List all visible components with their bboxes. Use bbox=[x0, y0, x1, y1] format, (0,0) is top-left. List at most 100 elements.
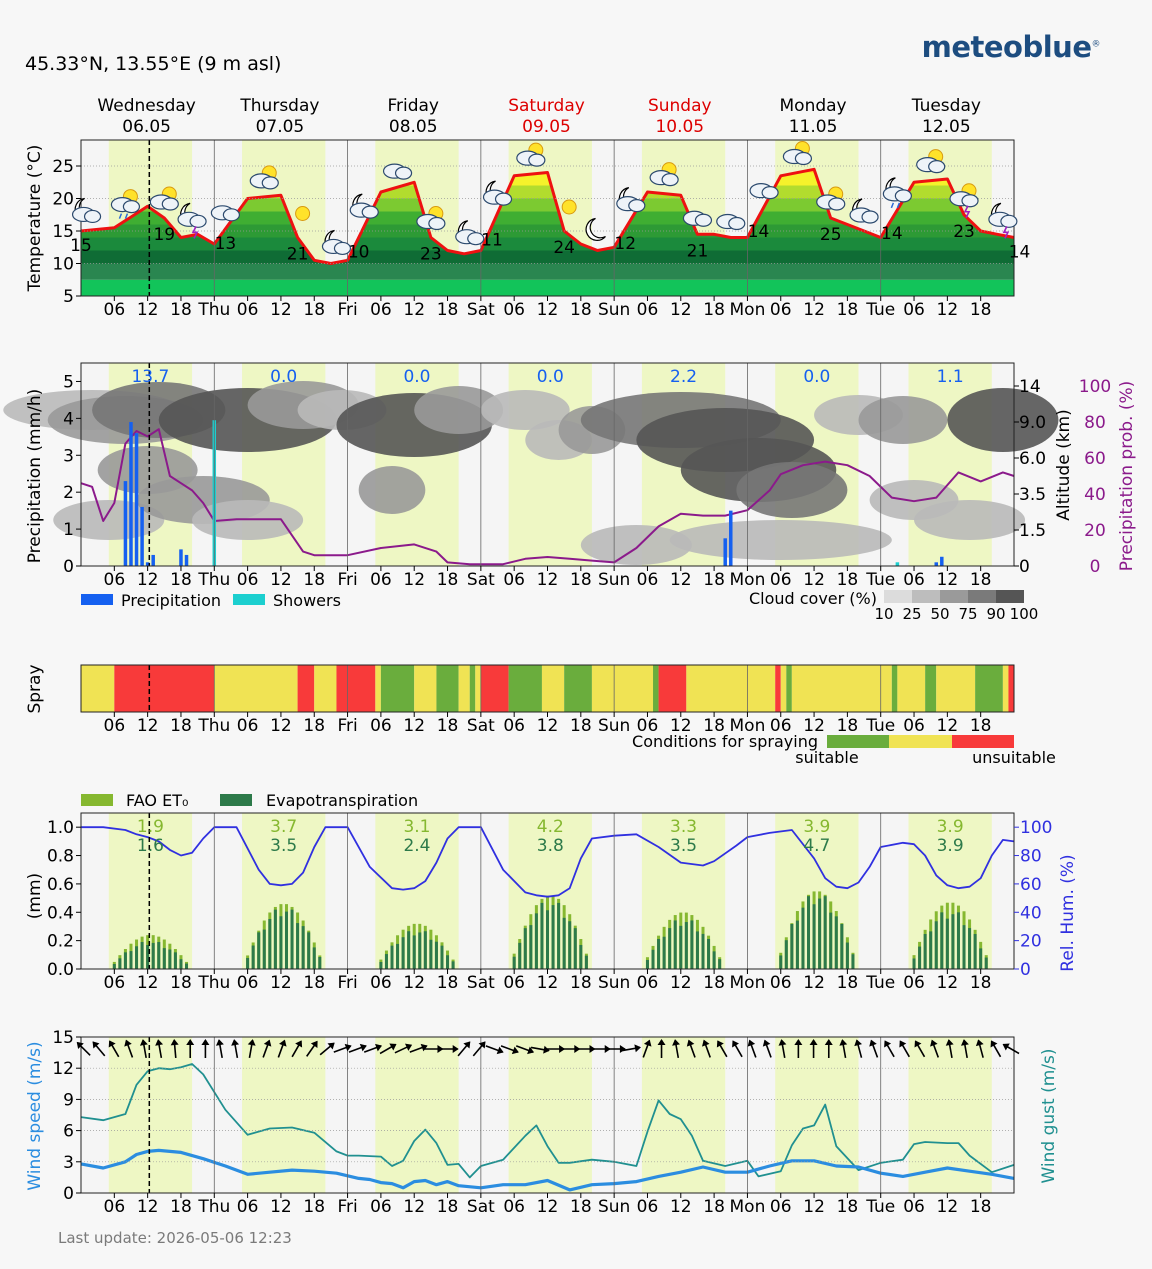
temperature-hour-label: 12 bbox=[670, 300, 692, 320]
wind-hour-label: 18 bbox=[170, 1197, 192, 1217]
wind-direction-arrow bbox=[215, 1039, 224, 1059]
wind-hour-label: 12 bbox=[537, 1197, 559, 1217]
humidity-y-label: 40 bbox=[1020, 903, 1042, 923]
wind-direction-arrow bbox=[262, 1039, 272, 1058]
precipitation-bar bbox=[934, 562, 938, 566]
wind-arrow-head bbox=[914, 1040, 922, 1048]
wind-direction-arrow bbox=[108, 1040, 120, 1058]
evapo-bar bbox=[529, 925, 533, 969]
sun-icon bbox=[295, 206, 311, 221]
sun-cloud-icon bbox=[416, 206, 446, 231]
daylight-band bbox=[508, 813, 592, 969]
precipitation-bar bbox=[134, 433, 139, 566]
humidity-y-label: 80 bbox=[1020, 847, 1042, 867]
wind-direction-arrow bbox=[960, 1039, 969, 1059]
evapo-bar bbox=[668, 928, 672, 969]
spray-segment bbox=[786, 665, 792, 712]
cloud-icon bbox=[794, 151, 813, 166]
spray-segment bbox=[314, 665, 337, 712]
sun-rain-icon bbox=[110, 189, 141, 219]
evapo-bar bbox=[412, 935, 416, 969]
clouds-icon bbox=[749, 183, 779, 200]
precipitation-y-label: 4 bbox=[63, 409, 74, 429]
evapo-bar bbox=[807, 896, 811, 969]
spray-segment bbox=[936, 665, 976, 712]
evapo-bar bbox=[112, 963, 116, 969]
evapotranspiration-hour-label: 06 bbox=[503, 973, 525, 993]
evapotranspiration-day-label: Sat bbox=[467, 973, 495, 993]
evapo-bar bbox=[712, 951, 716, 969]
wind-arrow-head bbox=[155, 1039, 164, 1046]
temperature-band bbox=[81, 263, 1014, 280]
evapo-legend-label: Evapotranspiration bbox=[266, 791, 418, 810]
wind-direction-arrow bbox=[747, 1039, 757, 1058]
temperature-day-label: Thu bbox=[197, 300, 230, 320]
daylight-band bbox=[375, 813, 459, 969]
evapo-bar bbox=[151, 942, 155, 969]
fao-legend-label: FAO ET₀ bbox=[126, 791, 188, 810]
spray-axis-title: Spray bbox=[25, 664, 45, 713]
evapotranspiration-day-label: Sun bbox=[598, 973, 630, 993]
temperature-day-label: Tue bbox=[865, 300, 895, 320]
wind-direction-arrow bbox=[854, 1039, 863, 1058]
cloud-icon bbox=[467, 232, 485, 246]
cloud-cover-legend-level: 75 bbox=[958, 605, 977, 623]
evapo-bar bbox=[451, 961, 455, 969]
precipitation-hour-label: 06 bbox=[237, 570, 259, 590]
wind-hour-label: 06 bbox=[104, 1197, 126, 1217]
wind-arrow-head bbox=[108, 1040, 116, 1048]
evapo-y-label: 0.8 bbox=[47, 847, 74, 867]
temperature-label: 10 bbox=[348, 243, 370, 263]
cloud-icon bbox=[122, 200, 141, 214]
wind-arrow-head bbox=[990, 1040, 998, 1048]
precipitation-day-label: Thu bbox=[197, 570, 230, 590]
wind-direction-arrow bbox=[348, 1043, 367, 1053]
meteoblue-logo[interactable]: meteoblue® bbox=[922, 30, 1101, 64]
cloud-cover-area bbox=[580, 525, 692, 565]
spray-segment bbox=[775, 665, 781, 712]
evapo-bar bbox=[284, 911, 288, 969]
humidity-y-label: 20 bbox=[1020, 932, 1042, 952]
wind-arrow-head bbox=[511, 1046, 519, 1055]
day-date: 12.05 bbox=[922, 117, 971, 137]
evapo-bar bbox=[379, 961, 383, 969]
cloud-cover-legend-level: 25 bbox=[902, 605, 921, 623]
evapo-bar bbox=[812, 904, 816, 969]
precipitation-bar bbox=[145, 562, 150, 566]
spray-hour-label: 12 bbox=[270, 716, 292, 736]
day-date: 06.05 bbox=[122, 117, 171, 137]
evapo-bar bbox=[918, 946, 922, 969]
temperature-label: 19 bbox=[153, 225, 175, 245]
wind-direction-arrow bbox=[201, 1039, 210, 1058]
evapo-bar bbox=[246, 957, 250, 969]
lightning-icon bbox=[963, 205, 971, 219]
evapo-bar bbox=[968, 928, 972, 969]
wind-arrow-head bbox=[496, 1046, 504, 1055]
temperature-hour-label: 18 bbox=[970, 300, 992, 320]
cloud-icon bbox=[761, 186, 779, 200]
sun-icon bbox=[295, 206, 311, 221]
wind-direction-arrow bbox=[500, 1045, 519, 1055]
daily-precip-sum: 2.2 bbox=[670, 367, 697, 387]
evapo-bar bbox=[801, 907, 805, 969]
precipitation-bar bbox=[129, 422, 133, 566]
evapo-bar bbox=[662, 936, 666, 969]
humidity-y-label: 100 bbox=[1020, 818, 1052, 838]
evapo-bar bbox=[446, 955, 450, 969]
evapo-bar bbox=[518, 942, 522, 969]
wind-direction-arrow bbox=[824, 1039, 833, 1058]
temperature-y-label: 5 bbox=[63, 287, 74, 307]
precipitation-hour-label: 18 bbox=[437, 570, 459, 590]
evapotranspiration-hour-label: 18 bbox=[970, 973, 992, 993]
precipitation-legend-swatch bbox=[81, 594, 113, 605]
precipitation-hour-label: 12 bbox=[937, 570, 959, 590]
evapotranspiration-hour-label: 12 bbox=[937, 973, 959, 993]
precipitation-hour-label: 06 bbox=[104, 570, 126, 590]
temperature-label: 23 bbox=[953, 222, 975, 242]
wind-arrow-head bbox=[975, 1039, 984, 1047]
daily-evapo-sum: 1.6 bbox=[137, 836, 164, 856]
evapo-bar bbox=[834, 916, 838, 969]
temperature-day-label: Sun bbox=[598, 300, 630, 320]
evapo-bar bbox=[551, 905, 555, 969]
evapotranspiration-hour-label: 06 bbox=[370, 973, 392, 993]
